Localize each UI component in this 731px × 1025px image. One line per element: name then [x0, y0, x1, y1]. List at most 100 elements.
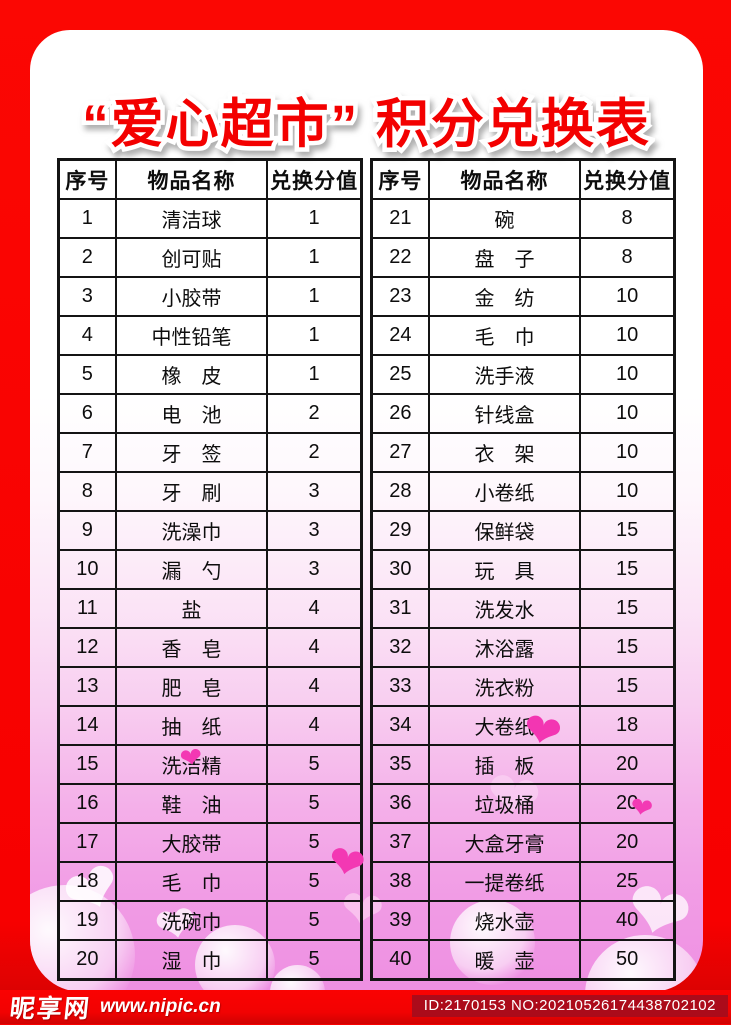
item-number: 12: [57, 627, 117, 668]
nipic-url: www.nipic.cn: [100, 996, 221, 1017]
item-number: 31: [370, 588, 430, 629]
table-row: 27 衣 架 10: [370, 432, 676, 473]
item-points: 10: [579, 432, 676, 473]
item-points: 3: [266, 471, 363, 512]
item-points: 4: [266, 666, 363, 707]
column-header: 兑换分值: [579, 158, 676, 200]
item-points: 20: [579, 783, 676, 824]
item-number: 11: [57, 588, 117, 629]
item-name: 毛 巾: [427, 315, 582, 356]
item-name: 洗碗巾: [114, 900, 269, 941]
item-points: 10: [579, 393, 676, 434]
item-number: 40: [370, 939, 430, 981]
item-points: 20: [579, 744, 676, 785]
item-points: 10: [579, 276, 676, 317]
item-name: 小胶带: [114, 276, 269, 317]
item-points: 10: [579, 471, 676, 512]
item-number: 10: [57, 549, 117, 590]
table-row: 31 洗发水 15: [370, 588, 676, 629]
item-number: 2: [57, 237, 117, 278]
item-name: 碗: [427, 198, 582, 239]
item-number: 37: [370, 822, 430, 863]
item-number: 22: [370, 237, 430, 278]
watermark-bar: 昵享网 www.nipic.cn ID:2170153 NO:202105261…: [0, 990, 731, 1024]
item-name: 洗洁精: [114, 744, 269, 785]
table-row: 19 洗碗巾 5: [57, 900, 363, 941]
item-points: 5: [266, 939, 363, 981]
item-number: 6: [57, 393, 117, 434]
item-points: 1: [266, 276, 363, 317]
table-row: 36 垃圾桶 20: [370, 783, 676, 824]
item-points: 5: [266, 744, 363, 785]
item-name: 大盒牙膏: [427, 822, 582, 863]
item-name: 牙 签: [114, 432, 269, 473]
item-points: 3: [266, 510, 363, 551]
item-number: 15: [57, 744, 117, 785]
item-number: 3: [57, 276, 117, 317]
item-name: 沐浴露: [427, 627, 582, 668]
item-points: 15: [579, 510, 676, 551]
table-row: 37 大盒牙膏 20: [370, 822, 676, 863]
poster-title: “爱心超市” 积分兑换表: [78, 91, 654, 159]
item-name: 洗手液: [427, 354, 582, 395]
table-row: 9 洗澡巾 3: [57, 510, 363, 551]
item-number: 16: [57, 783, 117, 824]
item-name: 香 皂: [114, 627, 269, 668]
item-points: 20: [579, 822, 676, 863]
item-number: 34: [370, 705, 430, 746]
table-row: 3 小胶带 1: [57, 276, 363, 317]
table-row: 26 针线盒 10: [370, 393, 676, 434]
item-name: 一提卷纸: [427, 861, 582, 902]
item-points: 4: [266, 588, 363, 629]
table-row: 23 金 纺 10: [370, 276, 676, 317]
item-number: 4: [57, 315, 117, 356]
item-points: 15: [579, 666, 676, 707]
table-row: 24 毛 巾 10: [370, 315, 676, 356]
item-points: 5: [266, 822, 363, 863]
table-row: 29 保鲜袋 15: [370, 510, 676, 551]
item-points: 5: [266, 861, 363, 902]
item-number: 28: [370, 471, 430, 512]
item-number: 32: [370, 627, 430, 668]
item-points: 4: [266, 705, 363, 746]
item-points: 1: [266, 315, 363, 356]
item-name: 中性铅笔: [114, 315, 269, 356]
table-row: 25 洗手液 10: [370, 354, 676, 395]
item-name: 清洁球: [114, 198, 269, 239]
item-name: 洗衣粉: [427, 666, 582, 707]
item-points: 5: [266, 783, 363, 824]
item-points: 50: [579, 939, 676, 981]
item-number: 21: [370, 198, 430, 239]
item-name: 保鲜袋: [427, 510, 582, 551]
item-points: 1: [266, 354, 363, 395]
item-points: 1: [266, 237, 363, 278]
image-id-badge: ID:2170153 NO:20210526174438702102: [411, 995, 728, 1017]
table-row: 28 小卷纸 10: [370, 471, 676, 512]
table-row: 32 沐浴露 15: [370, 627, 676, 668]
column-header: 兑换分值: [266, 158, 363, 200]
item-points: 2: [266, 432, 363, 473]
table-row: 4 中性铅笔 1: [57, 315, 363, 356]
item-number: 19: [57, 900, 117, 941]
table-row: 30 玩 具 15: [370, 549, 676, 590]
item-points: 8: [579, 198, 676, 239]
item-number: 20: [57, 939, 117, 981]
table-row: 1 清洁球 1: [57, 198, 363, 239]
item-number: 8: [57, 471, 117, 512]
item-name: 垃圾桶: [427, 783, 582, 824]
item-name: 大胶带: [114, 822, 269, 863]
item-points: 5: [266, 900, 363, 941]
header-row: 序号 物品名称 兑换分值: [57, 158, 363, 200]
item-number: 33: [370, 666, 430, 707]
item-name: 盘 子: [427, 237, 582, 278]
item-name: 湿 巾: [114, 939, 269, 981]
item-name: 抽 纸: [114, 705, 269, 746]
item-name: 盐: [114, 588, 269, 629]
item-name: 毛 巾: [114, 861, 269, 902]
item-points: 15: [579, 549, 676, 590]
